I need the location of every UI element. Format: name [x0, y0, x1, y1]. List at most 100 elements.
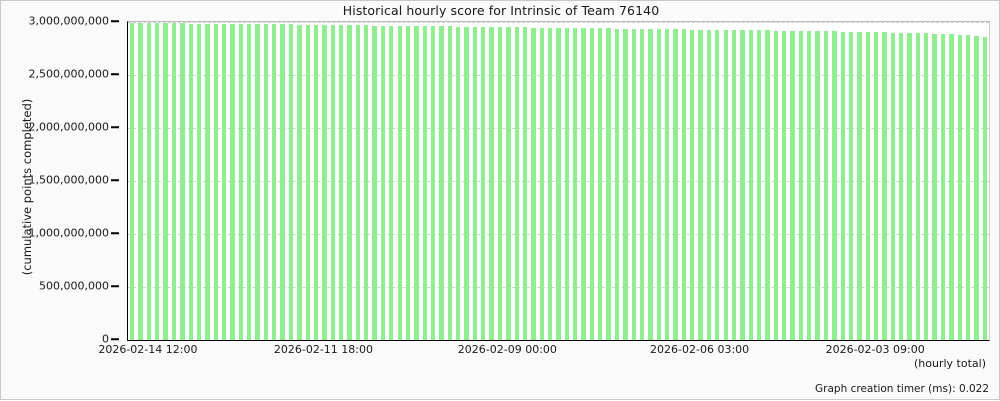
bar	[213, 23, 218, 340]
bar	[656, 29, 661, 340]
bar	[456, 26, 461, 340]
bar	[188, 23, 193, 340]
bar	[280, 24, 285, 340]
chart-title: Historical hourly score for Intrinsic of…	[342, 3, 660, 18]
bar	[372, 25, 377, 340]
y-axis-tick-label: 2,000,000,000	[28, 120, 109, 134]
bar	[690, 29, 695, 340]
bar	[899, 32, 904, 340]
bar	[832, 31, 837, 340]
bar	[531, 27, 536, 340]
bar	[706, 29, 712, 340]
bar	[940, 33, 946, 340]
bar	[263, 24, 269, 340]
plot-area	[127, 21, 990, 341]
y-axis-tick-mark	[111, 285, 119, 287]
bar	[397, 25, 402, 340]
bar	[322, 24, 327, 340]
bar	[297, 24, 302, 340]
y-axis-tick-mark	[111, 126, 119, 128]
y-axis-tick-label: 1,000,000,000	[28, 226, 109, 240]
bar	[840, 31, 845, 340]
bar	[648, 29, 653, 340]
bar	[405, 25, 411, 340]
y-axis: (cumulative points completed) 0 500,000,0…	[1, 1, 127, 401]
bar	[631, 28, 636, 340]
y-axis-tick-label: 0	[102, 332, 109, 346]
bar	[924, 33, 929, 340]
bar	[873, 32, 879, 340]
bar	[723, 29, 728, 340]
x-axis-tick-label: 2026-02-06 03:00	[650, 343, 750, 356]
bar	[330, 24, 335, 340]
bar	[573, 28, 578, 340]
bar	[514, 27, 519, 340]
bar	[380, 25, 386, 340]
bar	[247, 24, 252, 340]
bar	[606, 28, 611, 340]
bar	[430, 26, 436, 340]
bar-series	[128, 22, 989, 340]
bar	[614, 28, 620, 340]
bar	[255, 24, 260, 340]
bar	[230, 23, 235, 340]
bar	[957, 34, 962, 340]
bar	[748, 30, 753, 340]
x-axis-tick-label: 2026-02-14 12:00	[98, 343, 198, 356]
bar	[221, 23, 227, 340]
x-axis-label: (hourly total)	[914, 357, 986, 370]
y-axis-tick-mark	[111, 179, 119, 181]
bar	[481, 26, 486, 340]
bar	[639, 28, 645, 340]
y-axis-tick-mark	[111, 232, 119, 234]
bar	[564, 27, 570, 340]
bar	[439, 26, 444, 340]
bar	[171, 23, 177, 340]
bar	[355, 25, 361, 340]
bar	[313, 24, 319, 340]
bar	[489, 26, 494, 340]
bar	[589, 28, 595, 340]
bar	[556, 27, 561, 340]
bar	[414, 26, 419, 340]
bar	[882, 32, 887, 340]
bar	[422, 26, 427, 340]
y-axis-tick-mark	[111, 73, 119, 75]
y-axis-tick-label: 2,500,000,000	[28, 67, 109, 81]
bar	[890, 32, 896, 340]
bar	[447, 26, 452, 340]
bar	[180, 23, 185, 340]
bar	[907, 33, 912, 340]
bar	[681, 29, 687, 340]
bar	[790, 30, 795, 340]
bar	[238, 24, 244, 340]
bar	[865, 32, 870, 340]
bar	[773, 30, 778, 340]
bar	[673, 29, 678, 340]
bar	[848, 31, 854, 340]
bar	[932, 33, 937, 340]
x-axis-tick-label: 2026-02-11 18:00	[273, 343, 373, 356]
y-axis-tick-label: 500,000,000	[39, 279, 109, 293]
x-axis-tick-label: 2026-02-09 00:00	[457, 343, 557, 356]
bar	[547, 27, 553, 340]
bar	[698, 29, 703, 340]
y-axis-tick-mark	[111, 20, 119, 22]
bar	[807, 31, 812, 340]
bar	[782, 30, 787, 340]
bar	[664, 29, 670, 340]
bar	[497, 27, 503, 340]
bar	[974, 35, 979, 340]
bar	[155, 23, 160, 340]
y-axis-tick-label: 1,500,000,000	[28, 173, 109, 187]
bar	[965, 34, 971, 340]
bar	[272, 24, 277, 340]
bar	[205, 23, 210, 340]
bar	[915, 33, 921, 340]
bar	[389, 25, 394, 340]
bar	[982, 36, 987, 340]
bar	[581, 28, 586, 340]
bar	[539, 27, 544, 340]
y-axis-label: (cumulative points completed)	[20, 98, 34, 276]
